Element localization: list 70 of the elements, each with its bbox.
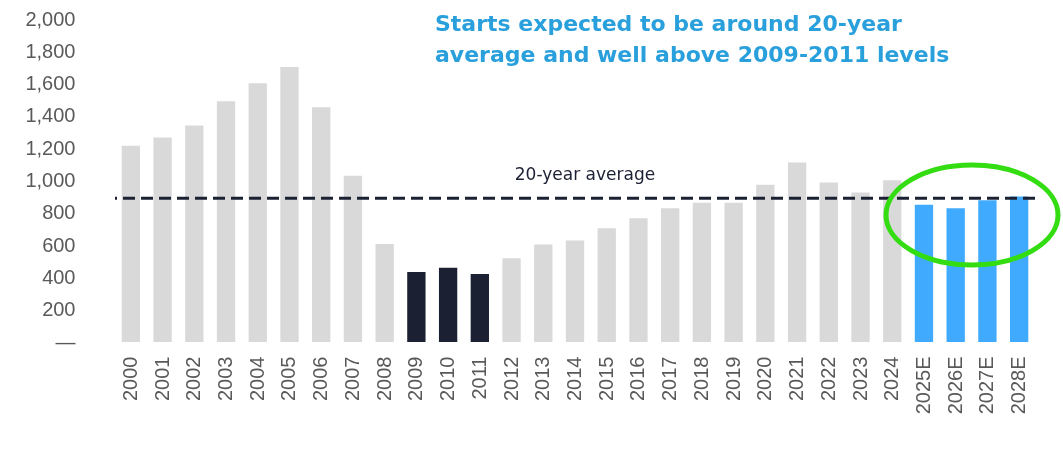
y-tick-label: 600 — [42, 233, 76, 256]
x-tick-label: 2021 — [785, 356, 808, 401]
x-tick-label: 2022 — [816, 356, 839, 401]
y-tick-label: 200 — [42, 298, 76, 321]
y-tick-label: 1,600 — [25, 72, 76, 95]
bar — [216, 101, 236, 342]
x-tick-label: 2001 — [150, 356, 173, 401]
bar — [502, 258, 521, 342]
x-tick-label: 2025E — [911, 356, 934, 415]
x-tick-label: 2013 — [531, 356, 554, 401]
bar — [756, 184, 775, 342]
ref-line-label: 20-year average — [514, 164, 656, 185]
bar — [819, 182, 838, 342]
bar — [1009, 196, 1029, 342]
y-tick-label: 400 — [42, 265, 76, 288]
bar — [661, 208, 680, 342]
bar — [946, 208, 965, 342]
y-tick-label: 1,400 — [25, 104, 76, 127]
y-tick-label: 800 — [42, 201, 76, 224]
y-tick-label: 2,000 — [25, 7, 76, 30]
bar — [438, 267, 458, 342]
bar — [407, 272, 426, 342]
bar — [978, 200, 997, 342]
x-tick-label: 2018 — [689, 356, 712, 401]
x-tick-label: 2014 — [563, 356, 585, 401]
y-tick-label: 1,800 — [25, 39, 76, 62]
bar — [724, 202, 743, 342]
y-tick-label: 1,000 — [25, 169, 76, 191]
x-tick-label: 2012 — [499, 356, 522, 401]
x-tick-label: 2028E — [1007, 356, 1030, 415]
bar — [185, 125, 204, 342]
bar — [534, 244, 553, 342]
x-tick-label: 2026E — [943, 356, 966, 415]
bar — [597, 228, 616, 342]
x-tick-label: 2003 — [214, 356, 237, 401]
bar — [280, 66, 299, 342]
x-tick-label: 2005 — [277, 356, 300, 401]
x-tick-label: 2008 — [372, 356, 395, 401]
x-tick-label: 2004 — [245, 356, 268, 401]
y-tick-label: 1,200 — [25, 136, 76, 159]
x-tick-label: 2009 — [404, 356, 427, 401]
bar — [692, 202, 712, 342]
x-tick-label: 2007 — [340, 356, 363, 401]
x-tick-label: 2023 — [848, 356, 871, 401]
bar — [914, 204, 934, 342]
chart-title: Starts expected to be around 20-year average and well above 2009-2011 levels — [435, 11, 950, 67]
x-tick-label: 2024 — [880, 356, 903, 401]
bar — [375, 243, 394, 342]
bar — [787, 162, 807, 342]
x-tick-label: 2017 — [658, 356, 681, 401]
bar — [470, 274, 489, 342]
x-tick-label: 2016 — [626, 356, 649, 401]
bar — [629, 218, 648, 342]
bar — [312, 107, 331, 342]
x-tick-label: 2000 — [118, 356, 141, 401]
x-tick-label: 2027E — [975, 356, 998, 415]
bar — [851, 192, 870, 342]
x-tick-label: 2020 — [753, 356, 776, 401]
bar — [121, 145, 141, 342]
bar — [565, 240, 585, 342]
x-tick-label: 2011 — [467, 356, 490, 400]
bar — [248, 83, 267, 342]
x-tick-label: 2006 — [309, 356, 332, 401]
bar — [343, 175, 363, 342]
x-tick-label: 2010 — [436, 356, 459, 401]
y-tick-label: — — [55, 330, 76, 353]
x-tick-label: 2015 — [594, 356, 617, 401]
bar — [153, 137, 172, 342]
x-tick-label: 2002 — [182, 356, 205, 401]
x-tick-label: 2019 — [721, 356, 744, 401]
